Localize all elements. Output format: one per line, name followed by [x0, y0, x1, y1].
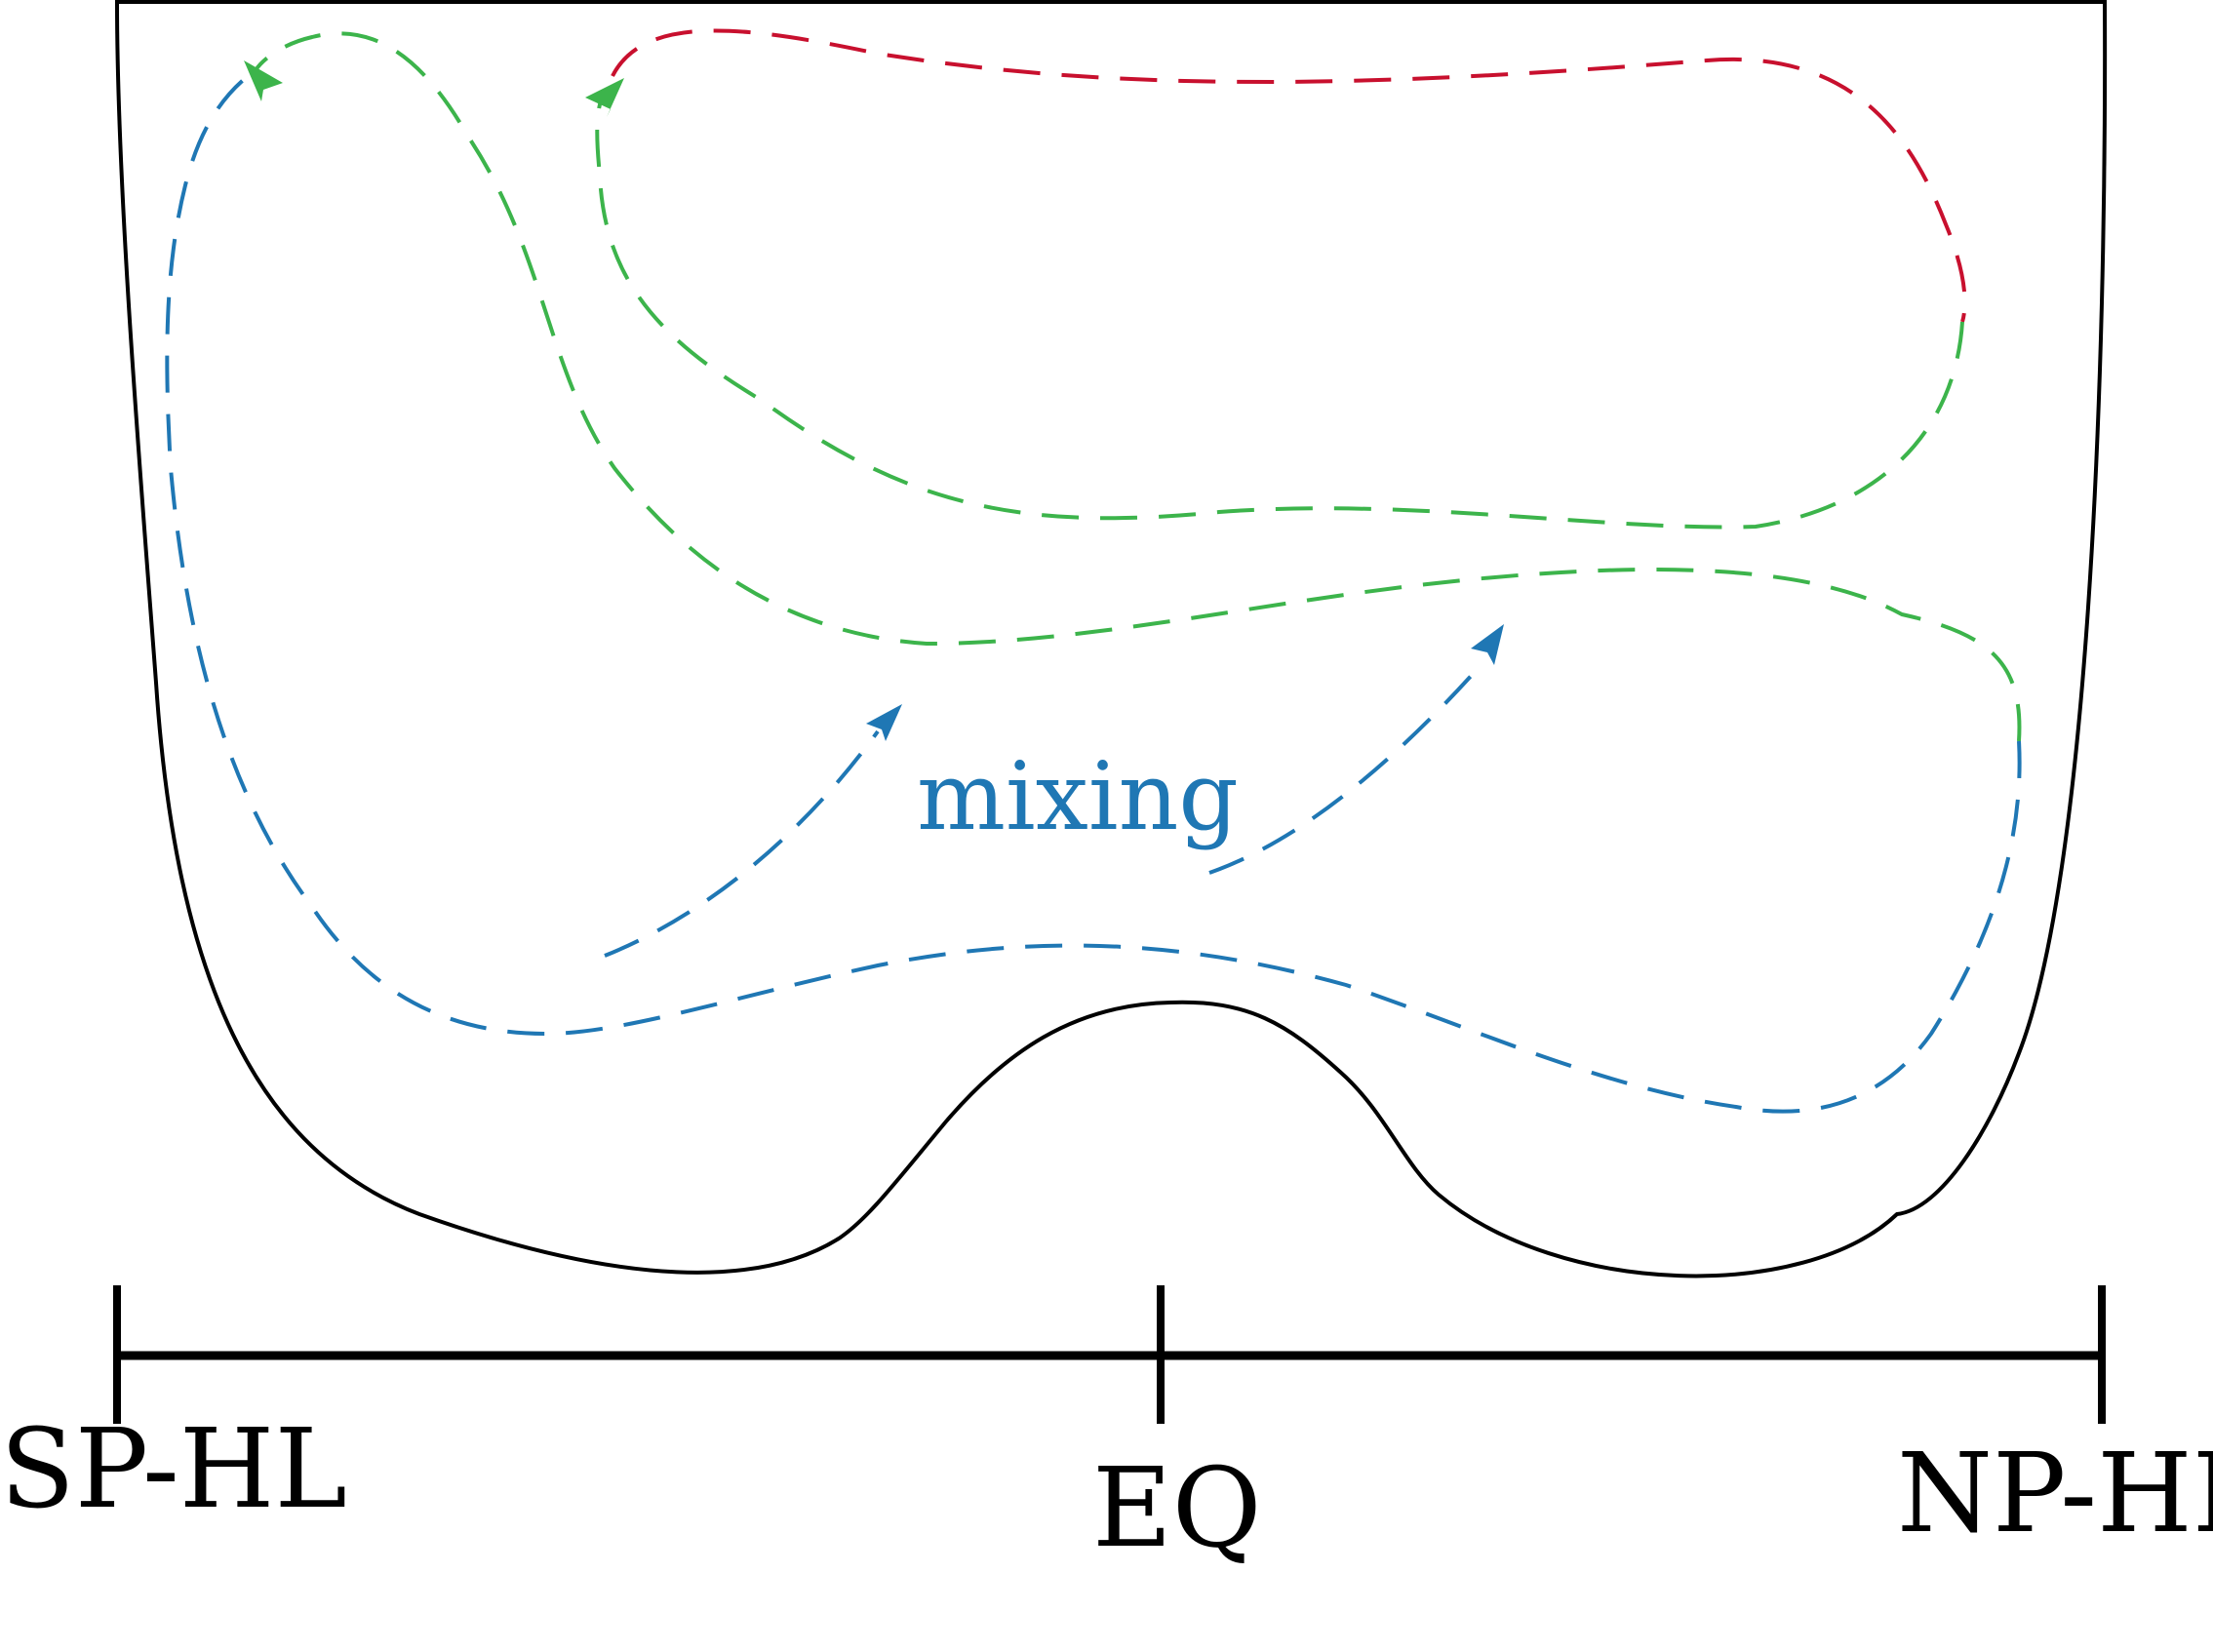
red-cell-upper-path: [611, 28, 1967, 323]
blue-cell-outer-path: [165, 68, 2022, 1114]
mixing-label: mixing: [917, 742, 1239, 851]
green-cell-inner-path: [595, 89, 1964, 530]
green-inner-arrowhead: [585, 78, 624, 117]
axis-label-sp-hl: SP-HL: [0, 1406, 347, 1533]
green-cell-outer-path: [254, 31, 2022, 742]
blue-mixing-arrow-left-path: [604, 729, 880, 958]
axis-label-np-hl: NP-HL: [1897, 1431, 2213, 1557]
blue-mixing-arrow-right-head: [1471, 624, 1504, 665]
blue-mixing-arrow-right-path: [1208, 661, 1484, 875]
axis-label-eq: EQ: [1092, 1445, 1262, 1572]
green-outer-arrowhead: [244, 60, 283, 101]
domain-outline: [114, 0, 2108, 1278]
blue-mixing-arrow-left-head: [866, 704, 902, 741]
